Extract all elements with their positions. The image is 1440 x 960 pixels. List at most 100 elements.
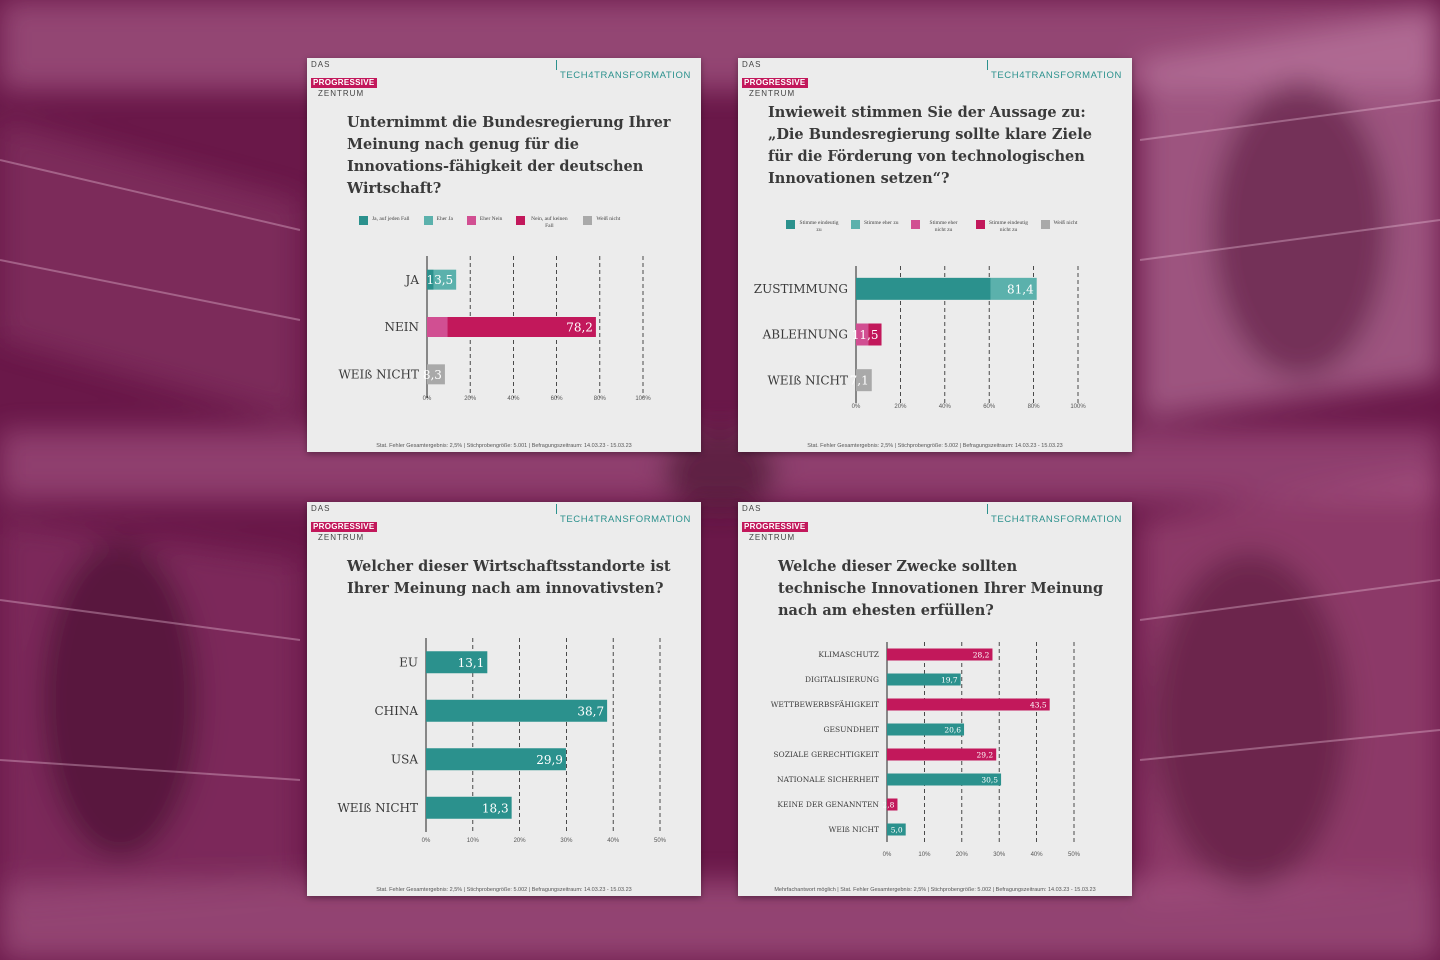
logo-das: DAS <box>742 60 762 69</box>
x-tick-label: 30% <box>993 852 1006 858</box>
chart-card-2: 0% 20% 40% 60% 80% 100% ZUSTIMMUNG 81,4 ABLEHNUN… <box>738 58 1132 452</box>
bar-segment <box>433 269 457 290</box>
chart-footer: Stat. Fehler Gesamtergebnis: 2,5% | Stic… <box>807 443 1063 449</box>
category-label: ABLEHNUNG <box>762 328 848 342</box>
x-tick-label: 0% <box>423 396 432 402</box>
tech4transformation-logo: TECH4TRANSFORMATION <box>986 60 1122 81</box>
chart-legend: Stimme eindeutig zu Stimme eher zu Stimm… <box>786 220 1077 233</box>
x-tick-label: 50% <box>1068 852 1081 858</box>
category-label: WEIß NICHT <box>767 373 848 387</box>
value-label: 2,8 <box>883 800 895 809</box>
category-label: WEIß NICHT <box>338 368 419 382</box>
legend-item: Stimme eindeutig nicht zu <box>975 220 1029 233</box>
value-label: 30,5 <box>981 775 998 784</box>
x-tick-label: 40% <box>607 838 620 844</box>
chart-title: Inwieweit stimmen Sie der Aussage zu: „D… <box>768 104 1092 187</box>
x-tick-label: 60% <box>983 404 996 410</box>
bar-segment <box>427 317 448 337</box>
tech4transformation-logo: TECH4TRANSFORMATION <box>555 60 691 81</box>
x-tick-label: 80% <box>594 396 607 402</box>
x-tick-label: 40% <box>507 396 520 402</box>
bar-segment <box>447 317 596 337</box>
logo-progressive: PROGRESSIVE <box>742 78 808 88</box>
x-tick-label: 10% <box>467 838 480 844</box>
tech4transformation-logo: TECH4TRANSFORMATION <box>555 504 691 525</box>
value-label: 11,5 <box>852 328 879 342</box>
category-label: KLIMASCHUTZ <box>818 650 879 659</box>
chart-footer: Stat. Fehler Gesamtergebnis: 2,5% | Stic… <box>376 887 632 893</box>
category-label: JA <box>404 273 420 287</box>
legend-item: Eher Ja <box>423 216 453 229</box>
x-tick-label: 80% <box>1028 404 1041 410</box>
chart-legend: Ja, auf jeden Fall Eher Ja Eher Nein Nei… <box>359 216 620 229</box>
category-label: DIGITALISIERUNG <box>805 675 879 684</box>
legend-item: Weiß nicht <box>583 216 620 229</box>
x-tick-label: 30% <box>560 838 573 844</box>
x-tick-label: 20% <box>894 404 907 410</box>
category-label: ZUSTIMMUNG <box>754 282 848 296</box>
x-tick-label: 20% <box>464 396 477 402</box>
value-label: 29,9 <box>536 753 563 767</box>
logo-das: DAS <box>311 60 331 69</box>
bar-segment <box>427 364 445 385</box>
bar-chart-klare-ziele: 0% 20% 40% 60% 80% 100% ZUSTIMMUNG 81,4 ABLEHNUN… <box>754 266 1086 410</box>
legend-item: Ja, auf jeden Fall <box>359 216 410 229</box>
chart-title: Welche dieser Zwecke sollten technische … <box>778 558 1104 619</box>
bar <box>426 796 512 819</box>
value-label: 13,1 <box>458 656 485 670</box>
value-label: 81,4 <box>1007 282 1034 296</box>
x-tick-label: 100% <box>1070 404 1086 410</box>
value-label: 38,7 <box>577 704 604 718</box>
bar <box>887 798 898 811</box>
legend-item: Stimme eher nicht zu <box>910 220 964 233</box>
logo-zentrum: ZENTRUM <box>749 533 796 542</box>
x-tick-label: 20% <box>514 838 527 844</box>
category-label: WEIß NICHT <box>337 801 418 815</box>
bar <box>887 648 993 661</box>
x-tick-label: 20% <box>956 852 969 858</box>
chart-card-4: 0% 10% 20% 30% 40% 50% KLIMASCHUTZ 28,2 DIGITALI… <box>738 502 1132 896</box>
tech4transformation-logo: TECH4TRANSFORMATION <box>986 504 1122 525</box>
chart-title: Unternimmt die Bundesregierung Ihrer Mei… <box>347 114 671 197</box>
legend-item: Stimme eher zu <box>851 220 899 233</box>
bar <box>426 651 488 674</box>
x-tick-label: 40% <box>1031 852 1044 858</box>
logo-das: DAS <box>311 504 331 513</box>
x-tick-label: 60% <box>551 396 564 402</box>
x-tick-label: 50% <box>654 838 667 844</box>
value-label: 19,7 <box>941 675 958 684</box>
bar <box>887 698 1050 711</box>
bar-segment <box>990 277 1037 300</box>
chart-card-1: 0% 20% 40% 60% 80% 100% JA 13,5 NEIN 78,2 WEIß NIC… <box>307 58 701 452</box>
bar-segment <box>856 277 991 300</box>
chart-card-3: 0% 10% 20% 30% 40% 50% EU 13,1 CHINA 38,7 USA 29,9 W… <box>307 502 701 896</box>
logo-progressive: PROGRESSIVE <box>311 78 377 88</box>
logo-progressive-zentrum: DAS PROGRESSIVE ZENTRUM <box>311 60 391 99</box>
category-label: GESUNDHEIT <box>824 725 879 734</box>
value-label: 28,2 <box>973 650 990 659</box>
logo-progressive-zentrum: DAS PROGRESSIVE ZENTRUM <box>742 504 822 543</box>
bar <box>887 773 1002 786</box>
chart-title: Welcher dieser Wirtschaftsstandorte ist … <box>347 558 671 597</box>
bar <box>426 699 608 722</box>
category-label: CHINA <box>374 704 418 718</box>
logo-zentrum: ZENTRUM <box>318 89 365 98</box>
x-tick-label: 0% <box>883 852 892 858</box>
bar <box>887 723 965 736</box>
bar-segment <box>427 269 434 290</box>
x-tick-label: 100% <box>635 396 651 402</box>
x-tick-label: 10% <box>918 852 931 858</box>
value-label: 43,5 <box>1030 700 1047 709</box>
logo-progressive-zentrum: DAS PROGRESSIVE ZENTRUM <box>311 504 391 543</box>
category-label: NATIONALE SICHERHEIT <box>777 775 879 784</box>
chart-footer: Mehrfachantwort möglich | Stat. Fehler G… <box>774 887 1096 893</box>
bar-segment <box>868 323 882 346</box>
category-label: KEINE DER GENANNTEN <box>777 800 879 809</box>
bar-chart-bundesregierung-genug: 0% 20% 40% 60% 80% 100% JA 13,5 NEIN 78,2 WEIß NIC… <box>338 256 651 402</box>
logo-zentrum: ZENTRUM <box>318 533 365 542</box>
x-tick-label: 0% <box>422 838 431 844</box>
bar-segment <box>856 323 869 346</box>
category-label: USA <box>391 752 418 766</box>
logo-das: DAS <box>742 504 762 513</box>
